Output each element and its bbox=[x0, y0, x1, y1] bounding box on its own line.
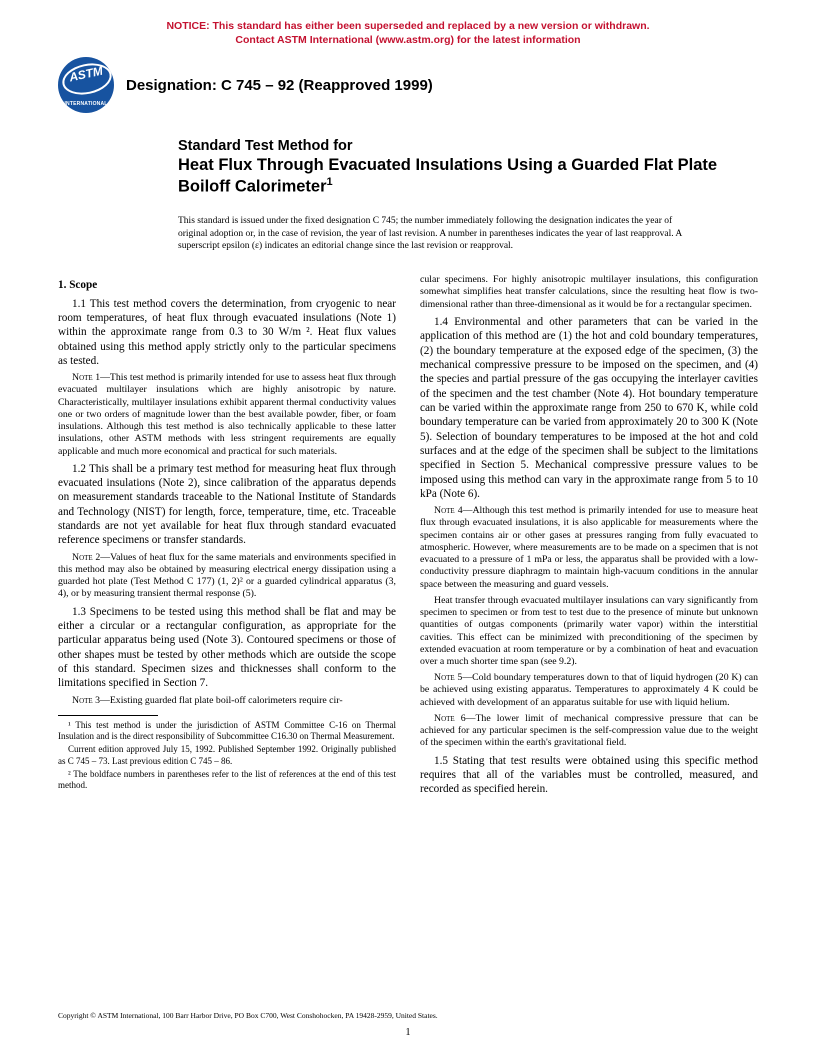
note-4b: Heat transfer through evacuated multilay… bbox=[420, 595, 758, 668]
note-5: Note 5—Cold boundary temperatures down t… bbox=[420, 672, 758, 709]
copyright: Copyright © ASTM International, 100 Barr… bbox=[58, 1011, 438, 1020]
para-1-4: 1.4 Environmental and other parameters t… bbox=[420, 315, 758, 501]
title-sup: 1 bbox=[327, 176, 333, 188]
note-4: Note 4—Although this test method is prim… bbox=[420, 505, 758, 591]
notice-banner: NOTICE: This standard has either been su… bbox=[58, 20, 758, 47]
title-block: Standard Test Method for Heat Flux Throu… bbox=[178, 137, 738, 197]
note-1: Note 1—This test method is primarily int… bbox=[58, 372, 396, 458]
footnote-1b: Current edition approved July 15, 1992. … bbox=[58, 744, 396, 767]
designation: Designation: C 745 – 92 (Reapproved 1999… bbox=[126, 77, 433, 94]
note-5-lead: Note 5— bbox=[434, 672, 472, 683]
note-3-text: Existing guarded flat plate boil-off cal… bbox=[110, 695, 343, 706]
note-2: Note 2—Values of heat flux for the same … bbox=[58, 552, 396, 601]
header-row: ASTM INTERNATIONAL Designation: C 745 – … bbox=[58, 57, 758, 113]
astm-logo: ASTM INTERNATIONAL bbox=[58, 57, 114, 113]
notice-line-1: NOTICE: This standard has either been su… bbox=[58, 20, 758, 34]
title-main: Heat Flux Through Evacuated Insulations … bbox=[178, 155, 738, 197]
note-2-lead: Note 2— bbox=[72, 552, 110, 563]
page: NOTICE: This standard has either been su… bbox=[0, 0, 816, 1056]
note-1-lead: Note 1— bbox=[72, 372, 110, 383]
notice-line-2: Contact ASTM International (www.astm.org… bbox=[58, 34, 758, 48]
title-main-text: Heat Flux Through Evacuated Insulations … bbox=[178, 156, 717, 195]
note-4-lead: Note 4— bbox=[434, 505, 472, 516]
title-lead: Standard Test Method for bbox=[178, 137, 738, 155]
note-3: Note 3—Existing guarded flat plate boil-… bbox=[58, 695, 396, 707]
para-1-3: 1.3 Specimens to be tested using this me… bbox=[58, 605, 396, 691]
scope-heading: 1. Scope bbox=[58, 278, 396, 292]
body-columns: 1. Scope 1.1 This test method covers the… bbox=[58, 274, 758, 808]
issuance-note: This standard is issued under the fixed … bbox=[178, 215, 698, 252]
footnote-rule bbox=[58, 715, 158, 716]
note-6-lead: Note 6— bbox=[434, 713, 475, 724]
page-number: 1 bbox=[0, 1027, 816, 1038]
para-1-2: 1.2 This shall be a primary test method … bbox=[58, 462, 396, 548]
para-1-5: 1.5 Stating that test results were obtai… bbox=[420, 754, 758, 797]
logo-intl-text: INTERNATIONAL bbox=[58, 101, 114, 107]
note-3-cont: cular specimens. For highly anisotropic … bbox=[420, 274, 758, 311]
footnote-2: ² The boldface numbers in parentheses re… bbox=[58, 769, 396, 792]
para-1-1: 1.1 This test method covers the determin… bbox=[58, 297, 396, 369]
note-1-text: This test method is primarily intended f… bbox=[58, 372, 396, 456]
note-6: Note 6—The lower limit of mechanical com… bbox=[420, 713, 758, 750]
note-3-lead: Note 3— bbox=[72, 695, 110, 706]
note-4-text: Although this test method is primarily i… bbox=[420, 505, 758, 589]
footnote-1: ¹ This test method is under the jurisdic… bbox=[58, 720, 396, 743]
